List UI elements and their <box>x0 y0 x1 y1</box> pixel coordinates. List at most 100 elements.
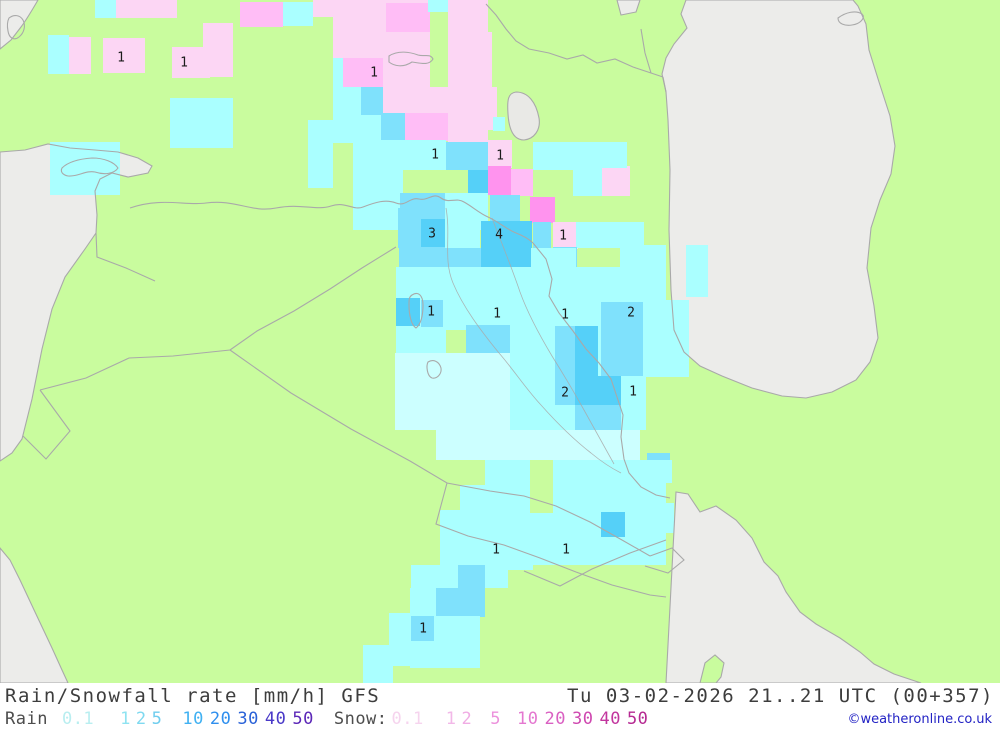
coastlines-and-borders <box>0 0 922 683</box>
rain-legend-value: 50 <box>292 709 314 729</box>
precip-cell <box>398 208 421 248</box>
precip-cell <box>363 645 393 683</box>
border-jordan <box>22 232 231 460</box>
precip-cell <box>436 588 485 617</box>
precip-cell <box>69 37 91 74</box>
precip-value-label: 1 <box>370 66 378 81</box>
precip-cell <box>666 460 672 483</box>
precip-cell <box>530 197 555 223</box>
forecast-datetime: Tu 03-02-2026 21..21 UTC (00+357) <box>567 685 994 707</box>
snow-legend-value: 50 <box>626 709 649 729</box>
precip-cell <box>333 87 361 115</box>
rain-legend-value: 5 <box>151 709 163 729</box>
precip-cell <box>553 222 578 249</box>
precip-cell <box>353 140 446 170</box>
precip-cell <box>468 170 488 193</box>
precip-cell <box>170 98 233 148</box>
precip-value-label: 1 <box>561 308 569 323</box>
precip-value-label: 1 <box>427 305 435 320</box>
precip-cell <box>396 298 420 326</box>
precip-cell <box>405 113 448 141</box>
precip-cell <box>313 0 333 17</box>
copyright-watermark: ©weatheronline.co.uk <box>847 712 992 727</box>
precip-cell <box>478 87 497 130</box>
precip-cell <box>308 120 333 188</box>
precip-value-label: 1 <box>180 56 188 71</box>
precip-value-labels: 1 1 1 1 1 3 4 1 1 1 1 2 2 1 1 1 1 <box>117 51 637 637</box>
rain-legend-value: 2 <box>135 709 147 729</box>
precip-value-label: 3 <box>428 227 436 242</box>
precip-cell <box>533 142 573 170</box>
rain-legend-value: 40 <box>264 709 287 729</box>
precip-cell <box>353 170 403 230</box>
precip-cell <box>283 2 313 26</box>
snow-legend-value: 0.1 <box>391 709 424 729</box>
precip-cell <box>486 140 512 168</box>
rain-legend-value: 20 <box>209 709 232 729</box>
snow-legend-value: 20 <box>544 709 566 729</box>
border-caucasus <box>485 3 667 93</box>
precip-cell <box>436 430 510 460</box>
snow-legend-value: 5 <box>490 709 501 729</box>
precip-cell <box>116 0 177 18</box>
precip-cell <box>575 376 621 405</box>
precip-cell <box>458 565 485 588</box>
precip-cell <box>575 405 621 430</box>
precip-cell <box>448 0 488 38</box>
precip-cell <box>103 38 145 73</box>
precip-cell <box>381 113 405 143</box>
rain-legend-value: 30 <box>237 709 259 729</box>
title-row: Rain/Snowfall rate [mm/h] GFS Tu 03-02-2… <box>0 685 1000 707</box>
weather-map: 1 1 1 1 1 3 4 1 1 1 1 2 2 1 1 1 1 <box>0 0 1000 683</box>
precip-cell <box>460 485 485 510</box>
precip-value-label: 1 <box>419 622 427 637</box>
precip-cell <box>411 616 434 641</box>
precip-value-label: 1 <box>117 51 125 66</box>
product-title: Rain/Snowfall rate [mm/h] GFS <box>5 685 381 707</box>
precip-cell <box>643 245 666 297</box>
precip-cell <box>240 2 283 27</box>
rain-legend-value: 10 <box>182 709 204 729</box>
precip-cell <box>343 58 383 87</box>
precip-cell <box>490 195 520 223</box>
rain-legend-value: 0.1 <box>61 709 95 729</box>
precip-cell <box>643 297 666 377</box>
precip-value-label: 2 <box>561 386 569 401</box>
precip-cell <box>481 221 532 267</box>
precip-cell <box>601 302 643 376</box>
precip-value-label: 1 <box>562 543 570 558</box>
precip-value-label: 1 <box>496 149 504 164</box>
precip-cell <box>411 565 460 588</box>
precip-cell <box>445 222 480 248</box>
rain-legend-values: 0.1 1 2 5 10 20 30 40 50 <box>48 709 314 729</box>
precip-value-label: 1 <box>493 307 501 322</box>
precip-cell <box>333 58 343 87</box>
precip-cell <box>421 300 443 327</box>
precip-cell <box>421 219 445 247</box>
precip-cell <box>686 245 708 297</box>
precip-cell <box>553 460 666 513</box>
precip-cell <box>530 513 666 565</box>
border-turkey-south <box>129 195 534 244</box>
rivers-euphrates-tigris <box>445 207 622 474</box>
precip-cell <box>333 115 381 143</box>
precip-cell <box>446 142 488 170</box>
precip-cell <box>486 166 511 195</box>
border-iran-iraq <box>532 242 671 499</box>
precip-value-label: 4 <box>495 228 503 243</box>
precip-cell <box>511 169 533 196</box>
snow-legend-value: 1 <box>445 709 457 729</box>
precip-cell <box>361 87 383 115</box>
precip-cell <box>48 35 69 74</box>
precip-value-label: 1 <box>431 148 439 163</box>
precip-cell <box>573 142 627 168</box>
snow-legend-value: 10 <box>517 709 539 729</box>
precip-cell <box>601 512 625 537</box>
snow-legend-value: 40 <box>599 709 621 729</box>
snow-legend-value: 2 <box>461 709 473 729</box>
precip-value-label: 2 <box>627 306 635 321</box>
legend-row: Rain 0.1 1 2 5 10 20 30 40 50 Snow: 0.1 1 2 5 10 20 30… <box>5 709 648 729</box>
precip-cell <box>50 142 120 195</box>
info-bar: Rain/Snowfall rate [mm/h] GFS Tu 03-02-2… <box>0 683 1000 733</box>
